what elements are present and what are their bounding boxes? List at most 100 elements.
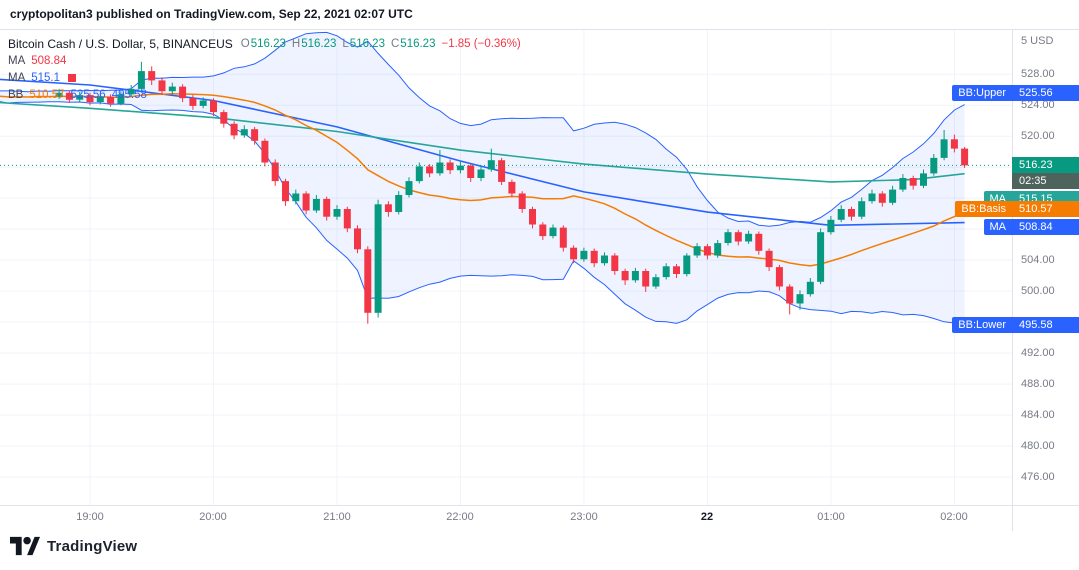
candle-body xyxy=(909,178,917,186)
ma-teal-line xyxy=(0,101,965,183)
bb-lower-line xyxy=(0,101,965,324)
ma1-label: MA xyxy=(8,54,26,67)
candle-body xyxy=(436,162,444,174)
bb-legend-row[interactable]: BB 510.57 525.56 495.58 xyxy=(8,87,521,102)
bb-upper-value: 525.56 xyxy=(70,88,106,101)
candle-body xyxy=(673,266,680,274)
candle-body xyxy=(961,148,969,166)
candle-body xyxy=(415,166,423,182)
chart-legend: Bitcoin Cash / U.S. Dollar, 5, BINANCEUS… xyxy=(8,36,521,104)
price-axis[interactable]: 5 USD 528.00 524.00 520.00 504.00 500.00 492.… xyxy=(1013,30,1079,505)
candle-body xyxy=(251,129,259,141)
price-axis-label: 476.00 xyxy=(1021,471,1055,483)
candle-body xyxy=(323,198,331,217)
ohlc-close: C 516.23 xyxy=(390,37,436,50)
candle-body xyxy=(662,266,670,278)
candle-body xyxy=(683,255,691,275)
symbol-legend-row[interactable]: Bitcoin Cash / U.S. Dollar, 5, BINANCEUS… xyxy=(8,36,521,51)
tradingview-logo-icon xyxy=(10,536,40,556)
price-axis-unit: 5 USD xyxy=(1021,35,1054,47)
candle-body xyxy=(312,198,320,211)
bb-basis-line xyxy=(0,92,965,267)
price-axis-label: 500.00 xyxy=(1021,285,1055,297)
attribution-text: cryptopolitan3 published on TradingView.… xyxy=(10,7,413,21)
candle-body xyxy=(827,219,835,233)
candle-body xyxy=(456,165,464,171)
candle-body xyxy=(899,178,907,190)
candle-body xyxy=(220,112,228,124)
pane-top-separator xyxy=(0,29,1079,30)
chart-pane[interactable]: Bitcoin Cash / U.S. Dollar, 5, BINANCEUS… xyxy=(0,30,1012,505)
candle-body xyxy=(96,96,104,102)
ma2-label: MA xyxy=(8,71,26,84)
price-axis-label: 488.00 xyxy=(1021,378,1055,390)
candle-body xyxy=(86,95,94,103)
candle-body xyxy=(529,209,536,225)
candle-body xyxy=(210,100,217,113)
candle-body xyxy=(724,232,732,243)
candle-body xyxy=(55,92,63,97)
price-axis-label: 504.00 xyxy=(1021,254,1055,266)
candle-body xyxy=(703,246,711,256)
candle-body xyxy=(889,189,897,203)
ma1-value: 508.84 xyxy=(31,54,67,67)
candle-body xyxy=(549,227,557,237)
ohlc-open: O 516.23 xyxy=(240,37,286,50)
candle-body xyxy=(240,129,248,136)
candle-body xyxy=(374,204,382,313)
price-change: −1.85 (−0.36%) xyxy=(441,37,521,50)
bb-basis-value: 510.57 xyxy=(29,88,65,101)
time-axis-label: 20:00 xyxy=(199,511,227,523)
ma1-legend-row[interactable]: MA 508.84 xyxy=(8,53,521,68)
candle-body xyxy=(302,193,310,211)
candle-body xyxy=(127,88,135,95)
symbol-title: Bitcoin Cash / U.S. Dollar, 5, BINANCEUS xyxy=(8,36,233,51)
candle-body xyxy=(117,94,125,104)
candle-body xyxy=(199,100,207,106)
candle-body xyxy=(158,80,166,92)
candle-body xyxy=(817,232,825,282)
ohlc-high: H 516.23 xyxy=(291,37,337,50)
candle-body xyxy=(848,209,855,217)
candle-body xyxy=(354,228,361,250)
candle-body xyxy=(621,271,629,281)
candle-body xyxy=(384,204,392,212)
candle-body xyxy=(137,71,145,89)
ma2-legend-row[interactable]: MA 515.1 xyxy=(8,70,521,85)
candlestick-chart xyxy=(0,30,1012,505)
candle-body xyxy=(631,271,639,281)
candle-body xyxy=(189,98,197,106)
candle-body xyxy=(467,165,475,178)
candle-body xyxy=(539,224,547,237)
candle-body xyxy=(76,95,84,100)
candle-body xyxy=(920,173,927,186)
candle-body xyxy=(292,193,300,202)
candle-body xyxy=(714,243,722,256)
candle-body xyxy=(796,294,804,304)
candle-body xyxy=(930,157,938,174)
price-axis-label: 484.00 xyxy=(1021,409,1055,421)
candle-body xyxy=(765,250,773,268)
price-axis-separator xyxy=(1012,29,1013,531)
candle-body xyxy=(858,201,866,217)
candle-body xyxy=(693,246,701,256)
time-axis-label: 23:00 xyxy=(570,511,598,523)
candle-body xyxy=(745,233,753,242)
candle-body xyxy=(734,232,742,242)
time-axis[interactable]: 19:00 20:00 21:00 22:00 23:00 22 01:00 02:00 xyxy=(0,506,1012,532)
time-axis-label: 22:00 xyxy=(446,511,474,523)
candle-body xyxy=(508,181,516,194)
ma2-value: 515.1 xyxy=(31,71,61,84)
candle-body xyxy=(168,86,176,92)
candle-body xyxy=(570,247,578,260)
candle-body xyxy=(426,166,434,174)
footer-brand[interactable]: TradingView xyxy=(10,535,137,557)
candle-body xyxy=(950,139,958,149)
candle-body xyxy=(405,181,413,195)
candle-body xyxy=(65,92,73,100)
price-axis-label: 524.00 xyxy=(1021,99,1055,111)
candle-body xyxy=(601,255,608,264)
candle-body xyxy=(230,123,238,136)
candle-body xyxy=(148,71,156,81)
candle-body xyxy=(642,271,650,287)
